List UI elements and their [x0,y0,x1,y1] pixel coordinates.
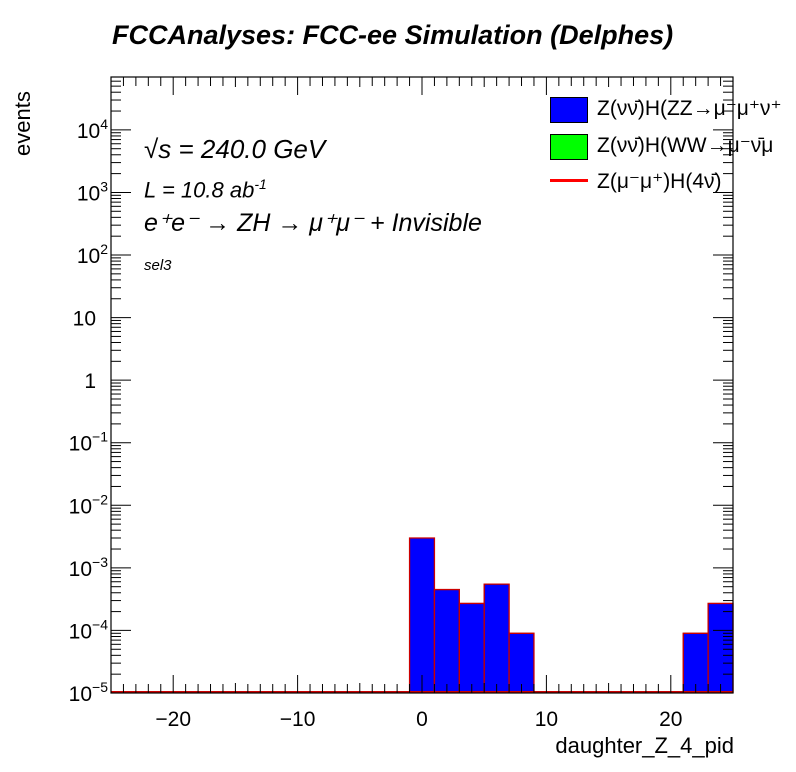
luminosity-annotation: L = 10.8 ab-1 [144,176,267,203]
y-axis-label-text: events [10,91,35,156]
y-tick-label: 10−3 [69,554,109,581]
histogram-bar [458,602,485,694]
x-tick-label: 20 [659,708,682,731]
x-tick-label: −20 [155,708,191,731]
legend-label-4nu: Z(μ⁻μ⁺)H(4ν̄) [597,170,722,193]
histogram-bar [433,589,460,694]
histogram-bars [408,537,734,694]
y-tick-label: 10−5 [69,679,109,706]
sqrt-s-annotation: √s = 240.0 GeV [144,134,326,164]
histogram-bar [483,583,510,694]
histogram-bar [409,537,435,694]
legend-line-4nu [550,179,588,182]
x-axis-label: daughter_Z_4_pid [555,733,734,758]
histogram-bar [707,602,734,694]
y-tick-label: 10 [73,308,96,331]
y-tick-label: 104 [77,116,108,143]
y-tick-label: 102 [77,241,108,268]
y-axis-ticks: 10−5 10−4 10−3 10−2 10−1 1 10 102 103 104 [69,76,733,706]
y-tick-label: 10−1 [69,429,109,456]
x-axis-ticks: −20 −10 0 10 20 [110,77,734,731]
selection-annotation: sel3 [144,257,172,274]
legend-label-ww: Z(νν̄)H(WW→μ⁻ν̄μ [597,134,774,157]
x-tick-label: −10 [280,708,316,731]
y-axis-label: events [10,78,38,168]
y-tick-label: 10−4 [69,616,109,643]
chart-title: FCCAnalyses: FCC-ee Simulation (Delphes) [112,20,674,50]
legend-swatch-zz [550,97,588,123]
y-tick-label: 103 [77,178,108,205]
x-tick-label: 0 [416,708,428,731]
legend-label-zz: Z(νν̄)H(ZZ→μ⁻μ⁺ν⁺ [597,97,782,120]
y-tick-label: 1 [84,370,96,393]
legend-swatch-ww [550,134,588,160]
process-annotation: e⁺e⁻ → ZH → μ⁺μ⁻ + Invisible [144,209,482,237]
x-tick-label: 10 [535,708,558,731]
luminosity-exponent: -1 [254,176,267,192]
luminosity-text: L = 10.8 ab [144,177,255,203]
y-tick-label: 10−2 [69,491,109,518]
histogram-bar-outline [508,632,535,693]
